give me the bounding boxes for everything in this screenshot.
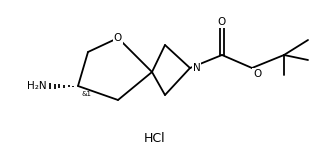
- Text: H₂N: H₂N: [27, 81, 47, 91]
- Text: O: O: [253, 69, 261, 79]
- Text: &1: &1: [82, 91, 92, 97]
- Text: N: N: [193, 63, 201, 73]
- Text: O: O: [218, 17, 226, 27]
- Text: HCl: HCl: [144, 132, 166, 144]
- Text: O: O: [114, 33, 122, 43]
